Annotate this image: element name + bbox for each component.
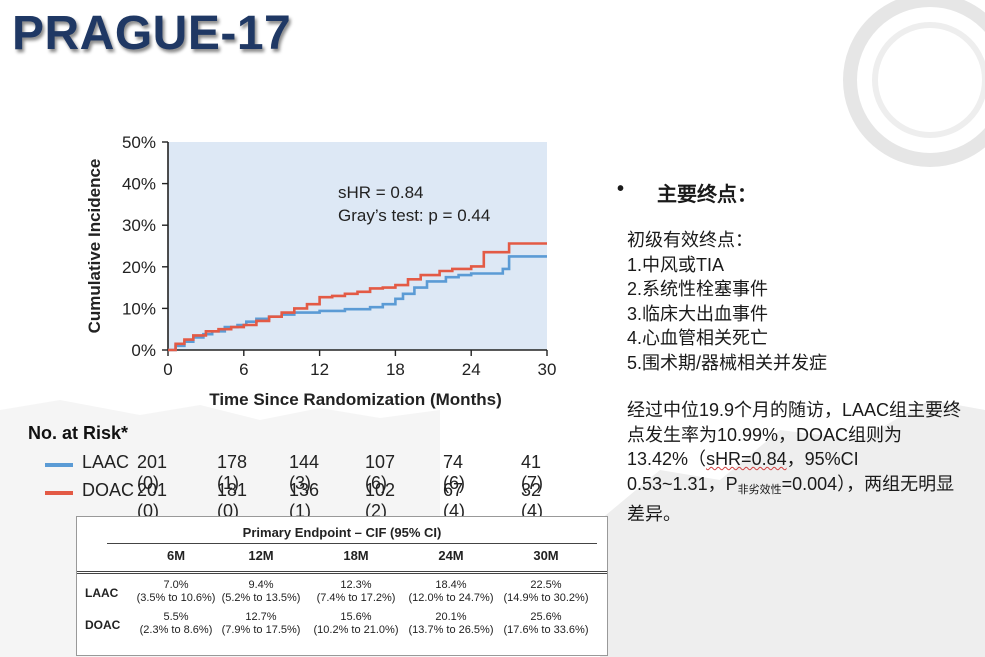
slide-title: PRAGUE-17 (12, 7, 292, 60)
summary-subscript: 非劣效性 (737, 483, 782, 496)
cif-row-label: DOAC (85, 618, 121, 632)
y-tick-label: 10% (122, 299, 156, 318)
cif-cell-value: 5.5% (163, 611, 189, 623)
endpoint-list-item: 4.心血管相关死亡 (627, 328, 769, 348)
series-line-laac (168, 255, 547, 352)
x-axis-label: Time Since Randomization (Months) (209, 390, 501, 409)
cif-cell-ci: (3.5% to 10.6%) (136, 592, 216, 604)
cif-cell: 15.6% (10.2% to 21.0%) (308, 611, 404, 637)
x-tick-label: 24 (462, 360, 481, 379)
endpoint-list-item: 初级有效终点： (627, 230, 753, 250)
summary-text-2: ，95%CI 0.53~1.31，P (627, 449, 859, 494)
cif-cell-value: 15.6% (340, 611, 372, 623)
y-tick-label: 30% (122, 216, 156, 235)
cif-column-header: 30M (533, 548, 559, 563)
y-tick-label: 20% (122, 258, 156, 277)
summary-paragraph: 经过中位19.9个月的随访，LAAC组主要终点发生率为10.99%，DOAC组则… (627, 398, 962, 527)
cif-cell-ci: (12.0% to 24.7%) (408, 592, 494, 604)
cif-cell: 12.3% (7.4% to 17.2%) (308, 579, 404, 605)
bullet-icon: • (617, 178, 625, 200)
y-tick-label: 0% (131, 341, 156, 360)
cif-cell-ci: (7.9% to 17.5%) (221, 624, 301, 636)
series-line-doac (168, 242, 547, 352)
endpoint-list-item: 3.临床大出血事件 (627, 303, 769, 324)
cif-row-label: LAAC (85, 586, 119, 600)
cif-cell: 20.1% (13.7% to 26.5%) (403, 611, 499, 637)
cif-cell-value: 12.3% (340, 579, 372, 591)
x-tick-label: 6 (239, 360, 248, 379)
risk-table-title: No. at Risk* (28, 423, 129, 443)
cif-cell-ci: (5.2% to 13.5%) (221, 592, 301, 604)
y-tick-label: 40% (122, 175, 156, 194)
cif-cell-value: 20.1% (435, 611, 467, 623)
risk-value: 201 (0) (137, 452, 168, 493)
summary-shr: sHR=0.84 (706, 449, 787, 469)
risk-value: 178 (1) (217, 452, 248, 493)
cif-cell-value: 22.5% (530, 579, 562, 591)
summary-text-3: =0.004），两组无明显差异。 (627, 473, 955, 525)
x-tick-label: 30 (538, 360, 557, 379)
x-tick-label: 12 (310, 360, 329, 379)
cif-cell: 18.4% (12.0% to 24.7%) (403, 579, 499, 605)
cif-cell-ci: (2.3% to 8.6%) (139, 624, 213, 636)
endpoint-list: 初级有效终点： 1.中风或TIA 2.系统性栓塞事件 3.临床大出血事件 4.心血管相关… (627, 228, 827, 375)
legend-swatch (45, 491, 73, 495)
x-tick-label: 18 (386, 360, 405, 379)
endpoint-list-item: 2.系统性栓塞事件 (627, 279, 769, 299)
cif-cell-value: 7.0% (163, 579, 189, 591)
legend-swatch (45, 463, 73, 467)
cif-cell-value: 18.4% (435, 579, 467, 591)
risk-row-label: DOAC (82, 480, 135, 500)
cif-cell-ci: (7.4% to 17.2%) (316, 592, 396, 604)
endpoint-list-item: 5.围术期/器械相关并发症 (627, 352, 828, 373)
chart-annotation: Gray’s test: p = 0.44 (338, 206, 490, 225)
cif-column-header: 12M (248, 548, 274, 563)
cif-cell: 22.5% (14.9% to 30.2%) (498, 579, 594, 605)
plot-background (168, 142, 547, 350)
summary-text-1: 经过中位19.9个月的随访，LAAC组主要终点发生率为10.99%，DOAC组则… (627, 400, 962, 469)
cif-cell: 25.6% (17.6% to 33.6%) (498, 611, 594, 637)
cif-cell-value: 25.6% (530, 611, 562, 623)
cif-column-header: 18M (343, 548, 369, 563)
risk-value: 41 (7) (521, 452, 543, 493)
cif-cell: 9.4% (5.2% to 13.5%) (213, 579, 309, 605)
x-tick-label: 0 (163, 360, 172, 379)
cif-cell-ci: (13.7% to 26.5%) (408, 624, 494, 636)
cif-cell-ci: (10.2% to 21.0%) (313, 624, 399, 636)
cif-cell: 5.5% (2.3% to 8.6%) (128, 611, 224, 637)
risk-value: 144 (3) (289, 452, 320, 493)
risk-row-label: LAAC (82, 452, 130, 472)
cif-table-title: Primary Endpoint – CIF (95% CI) (242, 525, 442, 540)
y-axis-label: Cumulative Incidence (85, 159, 104, 334)
cumulative-incidence-chart: 0% 10% 20% 30% 40% 50% 0 6 12 18 24 30 Time Since Ra… (85, 133, 557, 409)
y-tick-label: 50% (122, 133, 156, 152)
risk-value: 107 (6) (365, 452, 396, 493)
cif-column-header: 6M (166, 548, 186, 563)
chart-annotation: sHR = 0.84 (338, 183, 424, 202)
cif-cell-value: 12.7% (245, 611, 277, 623)
cif-cell-value: 9.4% (248, 579, 274, 591)
cif-cell: 7.0% (3.5% to 10.6%) (128, 579, 224, 605)
notes-heading: 主要终点： (657, 184, 757, 206)
endpoint-list-item: 1.中风或TIA (627, 254, 725, 275)
cif-cell-ci: (17.6% to 33.6%) (503, 624, 589, 636)
risk-value: 74 (6) (443, 452, 465, 493)
cif-cell: 12.7% (7.9% to 17.5%) (213, 611, 309, 637)
cif-cell-ci: (14.9% to 30.2%) (503, 592, 589, 604)
cif-column-header: 24M (438, 548, 464, 563)
cif-table: Primary Endpoint – CIF (95% CI) 6M 12M 18M… (76, 516, 608, 656)
